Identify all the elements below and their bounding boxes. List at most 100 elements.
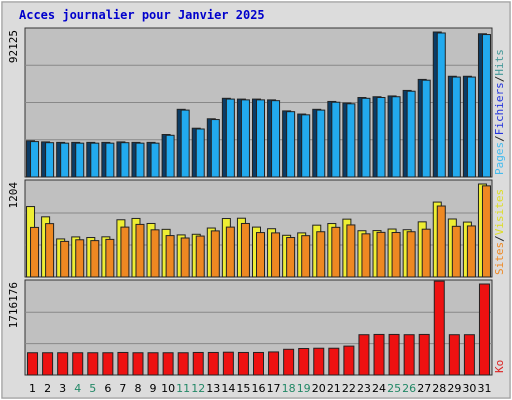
chart-title: Acces journalier pour Janvier 2025	[19, 8, 265, 22]
bar-visites-sites-sites-8	[135, 223, 145, 278]
x-tick-label-23: 23	[357, 382, 371, 395]
bar-ko-ko-18	[283, 348, 295, 376]
bar-pages-fichiers-hits-pages-14	[225, 98, 235, 178]
x-tick-label-30: 30	[462, 382, 476, 395]
bar-visites-sites-sites-18	[286, 237, 296, 278]
bar-pages-fichiers-hits-pages-1	[30, 141, 40, 178]
legend-pages-fichiers-hits: Pages/Fichiers/Hits	[493, 49, 506, 175]
bar-ko-ko-11	[177, 352, 189, 376]
bar-ko-ko-4	[72, 352, 84, 376]
bar-visites-sites-sites-12	[195, 235, 205, 278]
x-tick-label-10: 10	[161, 382, 175, 395]
x-tick-label-31: 31	[477, 382, 491, 395]
bar-pages-fichiers-hits-pages-3	[60, 142, 70, 178]
bar-visites-sites-sites-7	[120, 226, 130, 278]
bar-ko-ko-20	[313, 347, 325, 376]
bar-ko-ko-28	[433, 280, 445, 376]
bar-pages-fichiers-hits-pages-6	[105, 142, 115, 178]
x-tick-label-24: 24	[372, 382, 386, 395]
legend-entry-visites-sites-0: Sites	[493, 242, 506, 275]
bar-ko-ko-8	[132, 352, 144, 376]
bar-visites-sites-sites-3	[60, 240, 70, 278]
bar-pages-fichiers-hits-pages-27	[421, 79, 431, 178]
x-tick-label-3: 3	[59, 382, 66, 395]
bar-visites-sites-sites-13	[210, 230, 220, 278]
x-tick-label-12: 12	[191, 382, 205, 395]
bar-pages-fichiers-hits-pages-24	[376, 97, 386, 178]
x-tick-label-29: 29	[447, 382, 461, 395]
x-tick-label-27: 27	[417, 382, 431, 395]
bar-visites-sites-sites-30	[466, 225, 476, 278]
bar-pages-fichiers-hits-pages-17	[271, 100, 281, 178]
bar-ko-ko-3	[57, 352, 69, 376]
bar-pages-fichiers-hits-pages-25	[391, 96, 401, 178]
x-tick-label-11: 11	[176, 382, 190, 395]
x-tick-label-1: 1	[29, 382, 36, 395]
x-tick-label-15: 15	[236, 382, 250, 395]
bar-ko-ko-12	[192, 351, 204, 376]
bar-ko-ko-16	[253, 351, 264, 376]
x-tick-label-25: 25	[387, 382, 401, 395]
x-tick-label-16: 16	[252, 382, 266, 395]
legend-entry-visites-sites-1: /	[493, 235, 506, 242]
y-max-label-ko: 1716176	[7, 282, 20, 328]
bar-pages-fichiers-hits-pages-16	[256, 99, 265, 178]
bar-pages-fichiers-hits-pages-20	[316, 109, 326, 178]
legend-entry-pages-fichiers-hits-1: /	[493, 135, 506, 142]
bar-visites-sites-sites-10	[165, 235, 175, 278]
bar-ko-ko-30	[463, 334, 475, 376]
bar-pages-fichiers-hits-pages-7	[120, 142, 130, 178]
x-tick-label-21: 21	[327, 382, 341, 395]
bar-pages-fichiers-hits-pages-29	[451, 76, 461, 178]
bar-visites-sites-sites-11	[180, 237, 190, 278]
bar-ko-ko-5	[87, 352, 99, 376]
bar-visites-sites-sites-15	[240, 222, 250, 278]
bar-pages-fichiers-hits-pages-31	[481, 34, 491, 178]
bar-visites-sites-sites-20	[316, 231, 326, 278]
bar-visites-sites-sites-21	[331, 226, 341, 278]
x-tick-label-18: 18	[282, 382, 296, 395]
bar-visites-sites-sites-6	[105, 238, 115, 278]
bar-pages-fichiers-hits-pages-9	[150, 142, 160, 178]
bar-visites-sites-sites-17	[271, 232, 281, 278]
bar-ko-ko-7	[117, 351, 129, 376]
x-tick-label-22: 22	[342, 382, 356, 395]
legend-visites-sites: Sites/Visites	[493, 189, 506, 275]
bar-ko-ko-15	[237, 351, 249, 376]
legend-entry-pages-fichiers-hits-3: /	[493, 76, 506, 83]
bar-ko-ko-13	[207, 351, 219, 376]
y-max-label-visites-sites: 1204	[7, 182, 20, 209]
bar-ko-ko-27	[418, 333, 430, 376]
bar-ko-ko-9	[147, 352, 159, 376]
bar-visites-sites-sites-26	[406, 231, 416, 278]
bar-ko-ko-2	[42, 352, 54, 376]
legend-entry-pages-fichiers-hits-0: Pages	[493, 142, 506, 175]
bar-ko-ko-19	[298, 347, 310, 376]
bar-pages-fichiers-hits-pages-18	[286, 111, 296, 178]
x-tick-label-7: 7	[119, 382, 126, 395]
bar-pages-fichiers-hits-pages-30	[466, 76, 476, 178]
x-tick-label-17: 17	[267, 382, 281, 395]
bar-visites-sites-sites-23	[361, 233, 371, 278]
legend-entry-pages-fichiers-hits-4: Hits	[493, 49, 506, 76]
bar-ko-ko-6	[102, 352, 114, 376]
bar-pages-fichiers-hits-pages-15	[240, 99, 250, 178]
bar-visites-sites-sites-1	[30, 226, 40, 278]
bar-visites-sites-sites-22	[346, 224, 356, 278]
bar-ko-ko-26	[403, 334, 415, 376]
bar-visites-sites-sites-5	[90, 240, 100, 278]
x-tick-label-14: 14	[221, 382, 235, 395]
bar-visites-sites-sites-24	[376, 231, 386, 278]
bar-pages-fichiers-hits-pages-2	[45, 142, 55, 178]
bar-ko-ko-21	[328, 347, 340, 376]
bar-ko-ko-17	[268, 351, 280, 376]
bar-pages-fichiers-hits-pages-22	[346, 103, 356, 178]
x-tick-label-26: 26	[402, 382, 416, 395]
bar-pages-fichiers-hits-pages-4	[75, 142, 85, 178]
bar-visites-sites-sites-19	[301, 235, 311, 278]
bar-ko-ko-31	[478, 283, 490, 376]
x-tick-label-2: 2	[44, 382, 51, 395]
